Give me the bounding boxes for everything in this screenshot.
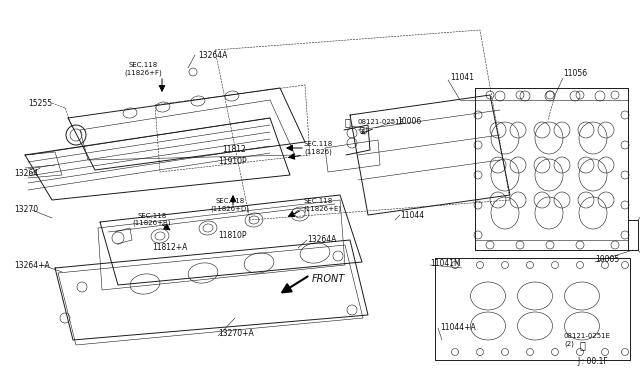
Text: 11041M: 11041M: [430, 259, 461, 267]
Text: 15255: 15255: [28, 99, 52, 108]
Text: SEC.118
(11826+B): SEC.118 (11826+B): [132, 213, 172, 227]
Text: 11812+A: 11812+A: [152, 244, 188, 253]
Text: 13264A: 13264A: [198, 51, 227, 60]
Text: 11041: 11041: [450, 74, 474, 83]
Text: 11910P: 11910P: [218, 157, 246, 167]
Text: SEC.118
(11826+D): SEC.118 (11826+D): [211, 198, 250, 212]
Text: 11810P: 11810P: [218, 231, 246, 241]
Text: 11056: 11056: [563, 68, 587, 77]
Text: 13264: 13264: [14, 170, 38, 179]
Text: J : 00.1F: J : 00.1F: [577, 357, 608, 366]
Text: Ⓑ: Ⓑ: [344, 117, 350, 127]
Text: FRONT: FRONT: [312, 274, 345, 284]
Text: 08121-0251E
(2): 08121-0251E (2): [358, 119, 405, 133]
Text: 13270+A: 13270+A: [218, 328, 253, 337]
Text: Ⓑ: Ⓑ: [579, 340, 585, 350]
Text: 13270: 13270: [14, 205, 38, 215]
Text: 11812: 11812: [222, 144, 246, 154]
Text: 11044: 11044: [400, 211, 424, 219]
Text: 11044+A: 11044+A: [440, 324, 476, 333]
Text: SEC.118
(11826+F): SEC.118 (11826+F): [124, 62, 162, 76]
Text: SEC.118
(11826): SEC.118 (11826): [304, 141, 333, 155]
Text: 08121-0251E
(2): 08121-0251E (2): [564, 333, 611, 347]
Text: 10005: 10005: [595, 256, 620, 264]
Text: 13264+A: 13264+A: [14, 260, 50, 269]
Text: SEC.118
(11826+E): SEC.118 (11826+E): [303, 198, 341, 212]
Text: 10006: 10006: [397, 118, 421, 126]
Text: 13264A: 13264A: [307, 235, 337, 244]
